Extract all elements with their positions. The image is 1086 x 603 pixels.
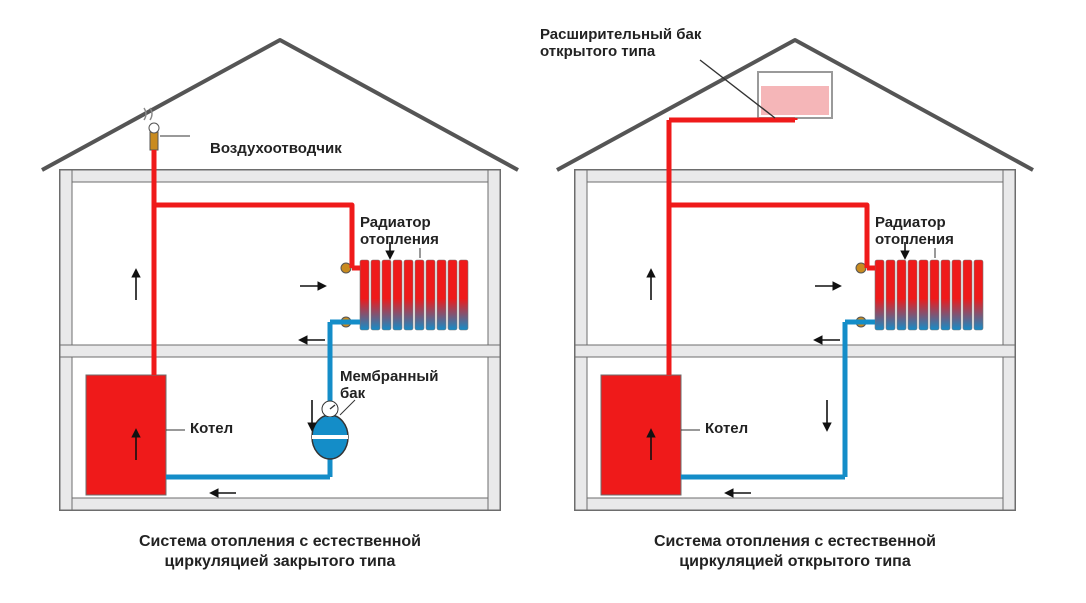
label-radiator-left: Радиатор отопления xyxy=(360,214,439,249)
label-expansion-tank: Расширительный бак открытого типа xyxy=(540,26,701,61)
label-boiler-left: Котел xyxy=(190,420,233,437)
diagram-svg xyxy=(0,0,1086,598)
caption-right: Система отопления с естественной циркуля… xyxy=(615,532,975,572)
caption-left: Система отопления с естественной циркуля… xyxy=(100,532,460,572)
label-air-vent: Воздухоотводчик xyxy=(210,140,342,157)
label-boiler-right: Котел xyxy=(705,420,748,437)
label-radiator-right: Радиатор отопления xyxy=(875,214,954,249)
label-membrane-tank: Мембранный бак xyxy=(340,368,438,403)
